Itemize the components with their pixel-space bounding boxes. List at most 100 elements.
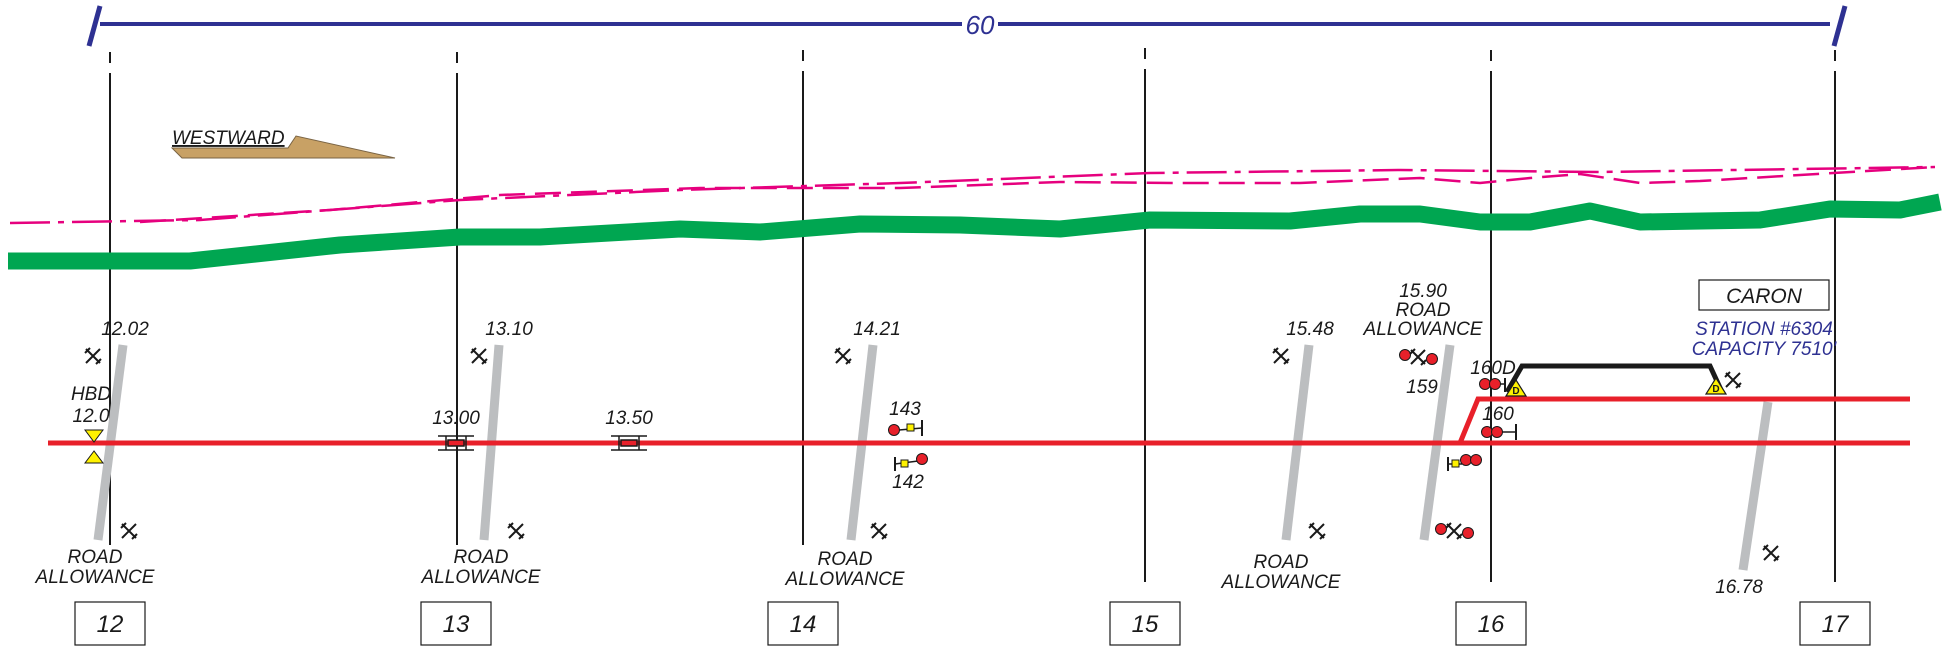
span-dimension: 60 [86,5,1848,47]
milepost-box-16: 16 [1455,601,1527,646]
derail-symbol: D [1712,384,1719,395]
derail-icon [1504,378,1528,397]
milepost-boxes: 12 13 14 15 16 17 [74,601,1871,646]
milepost-number: 12 [97,611,124,638]
crossing-milepost: 15.90 [1399,281,1447,302]
crossbuck-icon [1272,347,1290,365]
milepost-box-15: 15 [1109,601,1181,646]
bridge-icon [438,435,474,451]
derail-right: D [1704,376,1728,395]
signal-marker-icon [906,423,915,432]
signal-label: 159 [1406,377,1438,398]
hot-box-detector: HBD 12.0 [71,384,111,464]
milepost-number: 17 [1822,611,1850,638]
crossbuck-icon [507,522,525,540]
hbd-triangle-up-icon [84,450,104,464]
milepost-box-13: 13 [420,601,492,646]
signal-143 [888,420,923,436]
signal-marker-icon [1451,459,1460,468]
milepost-box [420,601,492,646]
station-name-box [1698,279,1830,311]
milepost-box [767,601,839,646]
milepost-box [74,601,146,646]
signal-red-light-icon [1470,454,1482,466]
span-tick-right [1831,5,1848,47]
crossbuck-icon [120,522,138,540]
crossbuck-icon [470,347,488,365]
milepost-number: 13 [443,611,470,638]
derail-left: D [1504,378,1528,397]
station-caron: CARON STATION #6304 CAPACITY 7510' [1692,279,1838,360]
crossing-label-line1: ROAD [818,549,873,570]
crossing-label-line2: ALLOWANCE [35,567,155,588]
milepost-box [1109,601,1181,646]
direction-indicator: WESTWARD [170,128,396,159]
tracks [48,363,1910,446]
signal-red-light-icon [1460,454,1472,466]
direction-label: WESTWARD [172,128,285,149]
bridge-label: 13.00 [432,408,480,429]
milepost-box-14: 14 [767,601,839,646]
red-light-icon [1426,353,1438,365]
crossing-label-line2: ALLOWANCE [1221,572,1341,593]
crossbuck-icon [1308,522,1326,540]
signal-marker-icon [900,459,909,468]
crossing-label-line1: ROAD [68,547,123,568]
crossing-milepost: 12.02 [101,319,149,340]
crossbuck-icon [870,522,888,540]
hbd-label: HBD [71,384,111,405]
bridge-13-00 [438,435,474,451]
derail-symbol: D [1512,386,1519,397]
crossing-label-line1: ROAD [1396,300,1451,321]
green-profile [8,193,1942,270]
industry-track [1504,363,1725,394]
hbd-milepost: 12.0 [73,406,110,427]
span-label: 60 [966,10,995,40]
span-tick-left [86,5,103,47]
crossbuck-icon [1762,544,1780,562]
signal-red-light-icon [1491,426,1503,438]
magenta-profile-dash [139,165,1936,224]
hbd-triangle-down-icon [84,429,104,443]
crossbuck-icon [834,347,852,365]
station-name: CARON [1726,285,1803,308]
signal-label: 142 [892,472,924,493]
milepost-box [1799,601,1871,646]
flashing-light-crossing-upper [1399,348,1438,366]
crossing-label-line2: ALLOWANCE [785,569,905,590]
flashing-light-crossing-lower [1435,522,1474,540]
signal-red-light-icon [916,453,928,465]
crossbuck-icon [1409,348,1427,366]
station-number: STATION #6304 [1695,319,1833,340]
station-capacity: CAPACITY 7510' [1692,339,1838,360]
crossing-milepost: 15.48 [1286,319,1334,340]
red-light-icon [1435,523,1447,535]
westward-arrow-icon [170,135,396,159]
crossing-milepost: 13.10 [485,319,533,340]
bridge-icon [611,435,647,451]
milepost-number: 14 [790,611,817,638]
signal-red-light-icon [1489,378,1501,390]
crossbuck-icon [1445,522,1463,540]
crossing-label-line2: ALLOWANCE [421,567,541,588]
crossing-label-line2: ALLOWANCE [1363,319,1483,340]
bridge-13-50 [611,435,647,451]
crossbucks [84,347,1780,562]
derail-icon [1704,376,1728,395]
red-light-icon [1399,349,1411,361]
signal-159 [1447,454,1482,471]
crossing-label-line1: ROAD [454,547,509,568]
crossing-milepost: 14.21 [853,319,901,340]
crossing-milepost: 16.78 [1715,577,1763,598]
signal-red-light-icon [1479,378,1491,390]
road-crossing-16-78 [1738,401,1773,571]
signal-red-light-icon [1481,426,1493,438]
bridge-label: 13.50 [605,408,653,429]
signal-160d [1479,378,1506,392]
signal-160 [1481,424,1517,440]
signal-red-light-icon [888,424,900,436]
crossbuck-icon [1724,371,1742,389]
milepost-box-17: 17 [1799,601,1871,646]
gradient-profile [8,165,1942,270]
